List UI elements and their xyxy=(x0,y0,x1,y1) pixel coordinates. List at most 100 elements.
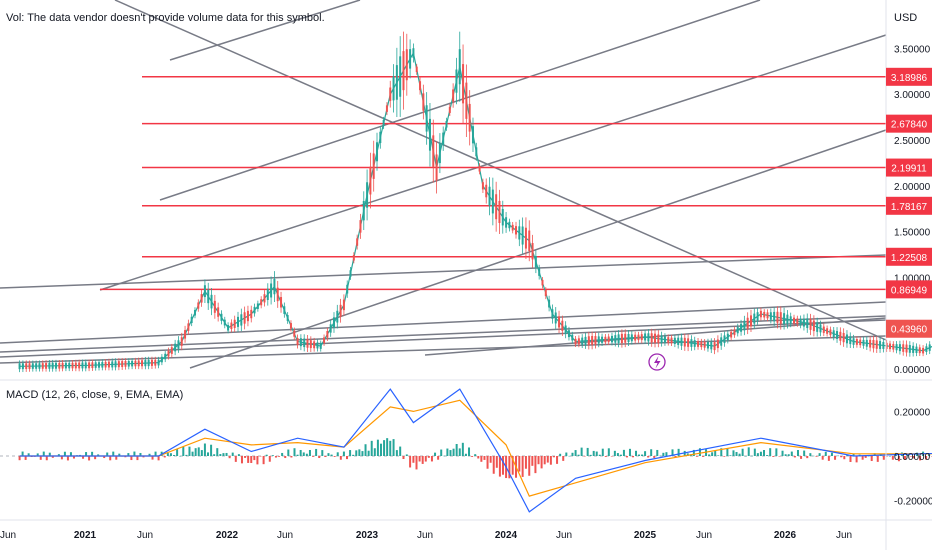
macd-histogram-bar xyxy=(402,456,405,460)
candle-body xyxy=(71,362,74,369)
macd-histogram-bar xyxy=(759,451,762,456)
macd-histogram-bar xyxy=(837,455,840,457)
candle-body xyxy=(286,315,289,321)
candle-body xyxy=(491,189,494,214)
macd-histogram-bar xyxy=(376,439,379,456)
price-tick-label: 1.00000 xyxy=(894,273,931,284)
candle-body xyxy=(624,333,627,343)
macd-histogram-bar xyxy=(812,455,815,457)
candle-body xyxy=(875,340,878,349)
macd-histogram-bar xyxy=(379,443,382,456)
macd-histogram-bar xyxy=(136,456,139,461)
candle-body xyxy=(184,330,187,339)
candle-body xyxy=(644,333,647,341)
macd-histogram-bar xyxy=(769,448,772,456)
candle-body xyxy=(150,359,153,366)
candle-body xyxy=(35,363,38,369)
price-pane[interactable] xyxy=(0,0,932,373)
candle-body xyxy=(882,341,885,349)
macd-histogram-bar xyxy=(619,454,622,456)
candle-body xyxy=(498,200,501,223)
candle-body xyxy=(438,143,441,164)
candle-body xyxy=(677,337,680,345)
macd-histogram-bar xyxy=(882,456,885,460)
macd-histogram-bar xyxy=(909,456,912,457)
macd-histogram-bar xyxy=(501,456,504,475)
candle-body xyxy=(197,302,200,309)
macd-histogram-bar xyxy=(543,456,546,465)
trend-line xyxy=(0,335,887,364)
macd-histogram-bar xyxy=(471,456,474,457)
macd-histogram-bar xyxy=(106,452,109,456)
candle-body xyxy=(706,341,709,349)
macd-histogram-bar xyxy=(483,456,486,460)
candle-body xyxy=(912,345,915,353)
candle-body xyxy=(452,89,455,102)
macd-histogram-bar xyxy=(112,451,115,456)
macd-histogram-bar xyxy=(843,456,846,460)
candle-body xyxy=(462,64,465,104)
candle-body xyxy=(124,361,127,367)
candle-body xyxy=(68,362,71,369)
macd-histogram-bar xyxy=(870,456,873,462)
macd-histogram-bar xyxy=(430,456,433,462)
macd-histogram-bar xyxy=(607,448,610,456)
macd-histogram-bar xyxy=(753,448,756,456)
candle-body xyxy=(389,87,392,101)
candle-body xyxy=(776,311,779,323)
macd-histogram-bar xyxy=(308,450,311,456)
macd-histogram-bar xyxy=(339,456,342,460)
macd-legend[interactable]: MACD (12, 26, close, 9, EMA, EMA) xyxy=(6,389,183,401)
macd-histogram-bar xyxy=(711,452,714,456)
macd-histogram-bar xyxy=(124,456,127,458)
macd-histogram-bar xyxy=(589,454,592,456)
candle-body xyxy=(432,135,435,167)
macd-histogram-bar xyxy=(336,452,339,456)
macd-histogram-bar xyxy=(756,453,759,456)
candle-body xyxy=(905,344,908,353)
macd-histogram-bar xyxy=(278,456,281,457)
candle-body xyxy=(217,307,220,317)
level-price-label: 0.86949 xyxy=(891,285,928,296)
candle-body xyxy=(379,131,382,144)
macd-histogram-bar xyxy=(424,456,427,462)
macd-histogram-bar xyxy=(744,455,747,457)
candle-body xyxy=(329,324,332,333)
candle-body xyxy=(141,360,144,367)
macd-histogram-bar xyxy=(383,440,386,456)
last-price-tag xyxy=(886,319,932,338)
macd-histogram-bar xyxy=(216,448,219,456)
macd-histogram-bar xyxy=(492,456,495,474)
macd-histogram-bar xyxy=(750,455,753,457)
macd-histogram-bar xyxy=(268,456,271,462)
macd-histogram-bar xyxy=(474,454,477,456)
macd-histogram-bar xyxy=(373,448,376,456)
macd-pane[interactable] xyxy=(0,388,932,513)
candle-body xyxy=(720,337,723,346)
macd-histogram-bar xyxy=(574,450,577,456)
candle-body xyxy=(617,334,620,343)
currency-label[interactable]: USD xyxy=(894,12,917,24)
candle-body xyxy=(809,319,812,330)
candle-body xyxy=(680,337,683,346)
macd-histogram-bar xyxy=(772,456,775,457)
lightning-icon[interactable] xyxy=(648,353,666,371)
candle-body xyxy=(455,69,458,93)
macd-histogram-bar xyxy=(97,454,100,456)
candle-body xyxy=(144,360,147,367)
candle-body xyxy=(359,220,362,233)
signal-line xyxy=(19,399,932,497)
candle-body xyxy=(518,226,521,240)
candle-body xyxy=(187,323,190,331)
macd-histogram-bar xyxy=(568,455,571,457)
macd-histogram-bar xyxy=(63,451,66,456)
time-tick-label: 2025 xyxy=(634,530,657,541)
macd-histogram-bar xyxy=(194,448,197,456)
macd-histogram-bar xyxy=(549,456,552,465)
macd-histogram-bar xyxy=(876,456,879,462)
macd-histogram-bar xyxy=(888,455,891,457)
macd-histogram-bar xyxy=(415,456,418,470)
macd-histogram-bar xyxy=(51,456,54,458)
candle-body xyxy=(822,326,825,333)
